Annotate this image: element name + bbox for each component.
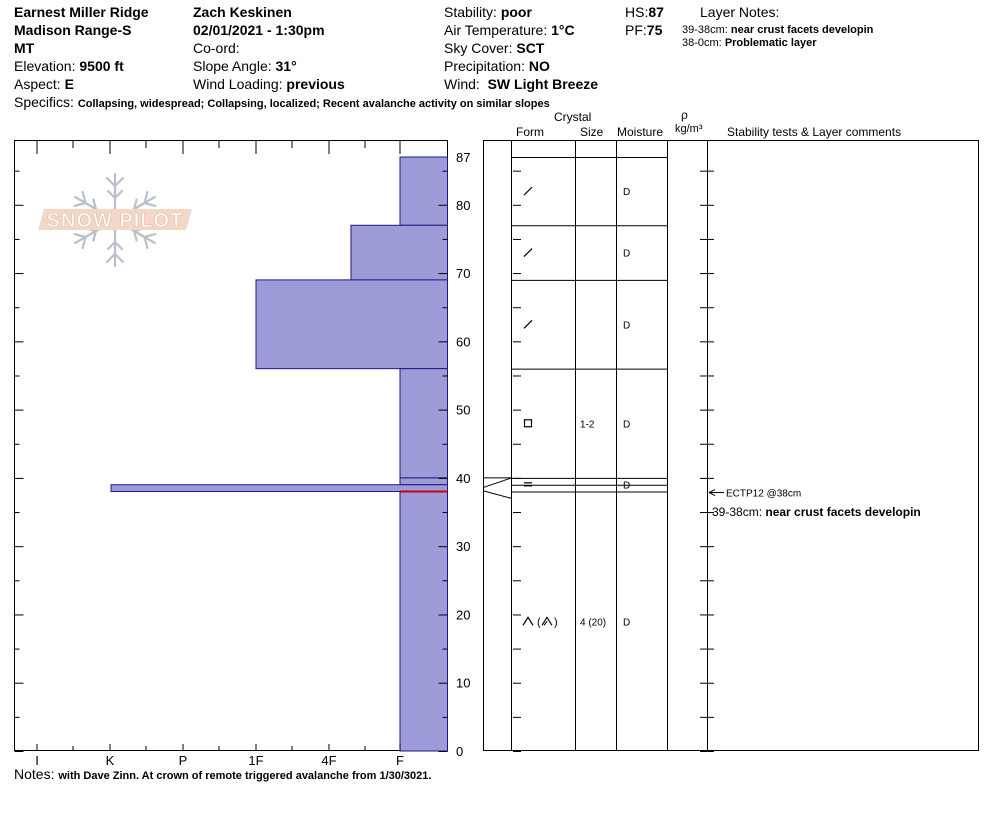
layer-connector [483,490,512,499]
location-name: Earnest Miller Ridge [14,4,149,20]
depth-tick-label: 70 [456,266,470,281]
hardness-layer-bar [399,368,448,479]
layer-connector [483,477,512,488]
depth-tick-label: 80 [456,198,470,213]
crystal-header: Crystal [554,110,592,124]
stability: Stability: poor [444,4,532,20]
layer-notes-title: Layer Notes: [700,4,780,20]
hardness-layer-bar [350,224,448,281]
grain-form-icon [523,186,533,196]
hardness-tick-label: P [179,753,188,768]
svg-text:SNOW PILOT: SNOW PILOT [47,210,184,232]
coordinates: Co-ord: [193,40,240,56]
notes: Notes: with Dave Zinn. At crown of remot… [14,766,432,782]
moisture-label: D [623,187,630,198]
form-header: Form [516,125,544,139]
moisture-label: D [623,249,630,260]
grain-form-icon [523,319,533,329]
svg-text:): ) [554,616,558,628]
wind: Wind: SW Light Breeze [444,76,599,92]
layer-note: 38-0cm: Problematic layer [682,37,817,49]
hardness-tick-label: K [106,753,115,768]
hardness-layer-bar [399,477,448,486]
precipitation: Precipitation: NO [444,58,550,74]
grain-form-icon [523,248,533,258]
depth-tick-label: 10 [456,676,470,691]
grain-size-label: 1-2 [580,419,595,430]
moisture-label: D [623,480,630,491]
state-name: MT [14,40,35,56]
density-symbol: ρ [681,108,688,122]
hardness-tick-label: 4F [321,753,336,768]
aspect: Aspect: E [14,76,74,92]
moisture-label: D [623,320,630,331]
layer-note: 39-38cm: near crust facets developin [682,24,874,36]
depth-tick-label: 0 [456,744,463,759]
hardness-tick-label: F [396,753,404,768]
depth-tick-label: 20 [456,607,470,622]
range-name: Madison Range-S [14,22,132,38]
specifics: Specifics: Collapsing, widespread; Colla… [14,94,550,110]
grain-form-icon [523,419,533,428]
layer-comment: 39-38cm: near crust facets developin [712,505,921,519]
moisture-label: D [623,419,630,430]
observer-name: Zach Keskinen [193,4,292,20]
hardness-layer-bar [255,279,448,370]
elevation: Elevation: 9500 ft [14,58,124,74]
snow-height: HS:87 [625,4,664,20]
grain-size-label: 4 (20) [580,617,606,628]
density-unit: kg/m³ [675,123,703,135]
comments-header: Stability tests & Layer comments [727,125,902,139]
layer-table-frame [483,140,979,751]
hardness-tick-label: I [35,753,39,768]
depth-tick-label: 50 [456,403,470,418]
hardness-tick-label: 1F [248,753,263,768]
wind-loading: Wind Loading: previous [193,76,345,92]
depth-tick-label: 87 [456,150,470,165]
hardness-layer-bar [399,491,448,752]
depth-tick-label: 30 [456,539,470,554]
hardness-layer-bar [110,484,448,493]
depth-tick-label: 40 [456,471,470,486]
slope-angle: Slope Angle: 31° [193,58,297,74]
hardness-layer-bar [399,156,448,226]
moisture-header: Moisture [617,125,664,139]
size-header: Size [580,125,604,139]
penetration-foot: PF:75 [625,22,663,38]
moisture-label: D [623,617,630,628]
air-temperature: Air Temperature: 1°C [444,22,575,38]
depth-tick-label: 60 [456,334,470,349]
grain-form-icon [524,482,532,487]
date-time: 02/01/2021 - 1:30pm [193,22,325,38]
svg-text:(: ( [537,616,541,628]
stability-test-label: ECTP12 @38cm [726,489,801,500]
snow-pilot-logo: SNOW PILOT [38,172,192,268]
grain-form-icon: () [522,616,558,628]
sky-cover: Sky Cover: SCT [444,40,545,56]
